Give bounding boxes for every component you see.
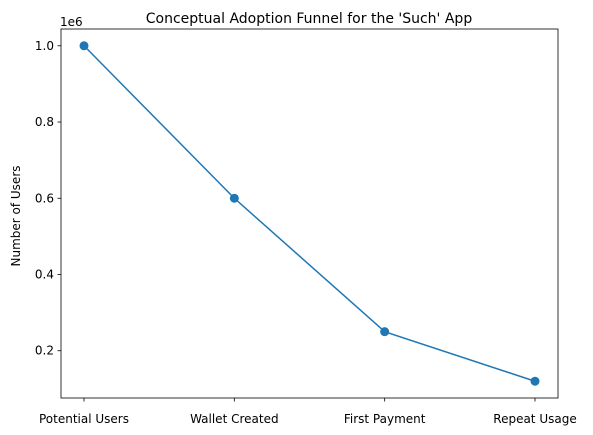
x-tick-label: Wallet Created — [190, 412, 279, 426]
y-axis-label: Number of Users — [9, 165, 23, 266]
data-point — [380, 327, 390, 337]
series-layer — [79, 41, 540, 386]
y-axis-ticks: 0.2 0.4 0.6 0.8 1.0 — [35, 39, 61, 358]
y-axis-offset-label: 1e6 — [60, 15, 83, 29]
data-point — [79, 41, 89, 51]
data-point — [530, 376, 540, 386]
plot-frame — [60, 28, 559, 399]
y-tick-label: 0.4 — [35, 267, 54, 281]
x-tick-label: Potential Users — [39, 412, 129, 426]
series-line — [83, 45, 536, 382]
x-tick-label: First Payment — [344, 412, 426, 426]
y-tick-label: 0.2 — [35, 344, 54, 358]
y-tick-label: 0.6 — [35, 191, 54, 205]
y-tick-label: 0.8 — [35, 115, 54, 129]
chart-title: Conceptual Adoption Funnel for the 'Such… — [146, 11, 473, 27]
x-axis-ticks: Potential Users Wallet Created First Payme… — [39, 398, 577, 426]
data-point — [229, 193, 239, 203]
x-tick-label: Repeat Usage — [493, 412, 576, 426]
y-tick-label: 1.0 — [35, 39, 54, 53]
